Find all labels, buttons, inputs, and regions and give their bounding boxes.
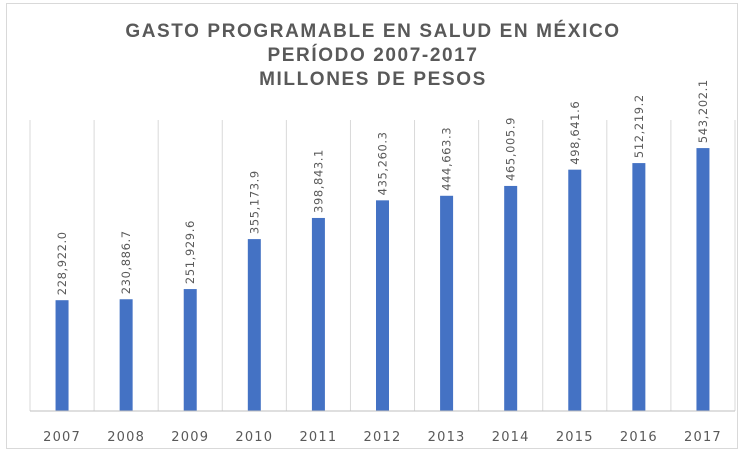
chart-title-line-2: PERÍODO 2007-2017 [267,45,479,66]
data-label-2013: 444,663.3 [440,127,454,191]
x-tick-label-2012: 2012 [364,430,402,445]
bar-2012 [376,200,389,411]
data-label-2011: 398,843.1 [311,149,325,213]
x-tick-label-2017: 2017 [684,430,722,445]
x-tick-label-2014: 2014 [492,430,530,445]
data-label-2009: 251,929.6 [183,220,197,284]
bar-2008 [119,299,133,411]
bar-2009 [183,289,197,411]
x-tick-label-2008: 2008 [107,430,145,445]
data-label-2007: 228,922.0 [55,231,69,295]
data-label-2014: 465,005.9 [504,117,518,181]
bar-2014 [504,185,518,411]
x-tick-label-2015: 2015 [556,430,594,445]
x-tick-label-2013: 2013 [428,430,466,445]
x-tick-label-2010: 2010 [235,430,273,445]
data-label-2017: 543,202.1 [696,79,710,143]
bar-2015 [568,169,582,411]
bar-2016 [632,163,646,411]
data-label-2016: 512,219.2 [632,94,646,158]
chart-title-line-1: GASTO PROGRAMABLE EN SALUD EN MÉXICO [125,21,621,42]
chart-title: GASTO PROGRAMABLE EN SALUD EN MÉXICO PER… [0,20,746,92]
bar-2007 [55,300,69,411]
bar-2011 [311,217,325,411]
x-tick-label-2016: 2016 [620,430,658,445]
x-tick-label-2007: 2007 [43,430,81,445]
data-label-2015: 498,641.6 [568,101,582,165]
data-label-2012: 435,260.3 [376,131,390,195]
data-label-2010: 355,173.9 [247,170,261,234]
bar-2010 [247,239,261,411]
bar-2017 [696,148,710,411]
x-tick-label-2011: 2011 [299,430,337,445]
bar-2013 [440,195,454,411]
chart-title-line-3: MILLONES DE PESOS [259,69,487,90]
data-label-2008: 230,886.7 [119,230,133,294]
x-tick-label-2009: 2009 [171,430,209,445]
